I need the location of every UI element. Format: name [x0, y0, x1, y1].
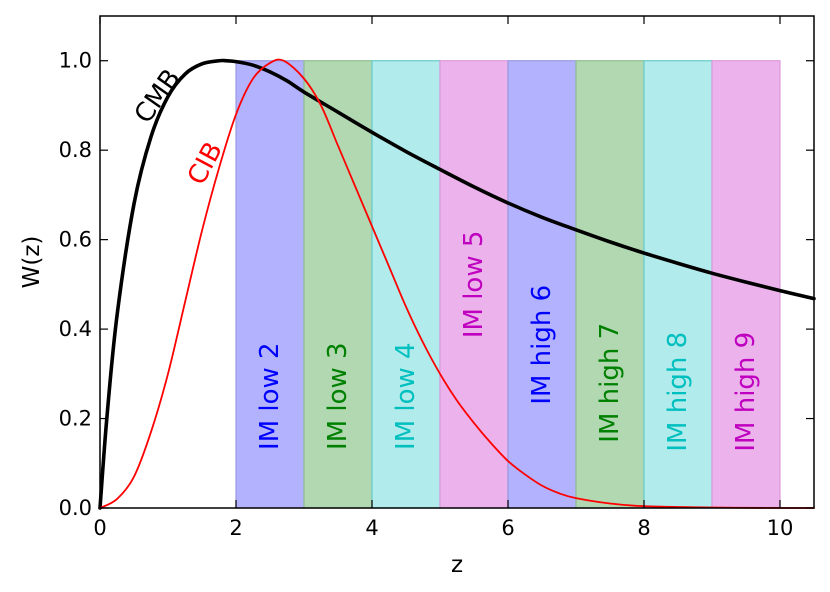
curves-layer [98, 58, 816, 510]
band-labels-layer: IM low 2 IM low 3 IM low 4 IM low 5 IM high … [255, 231, 761, 452]
series-line-cmb [98, 58, 816, 510]
x-tick-label: 2 [229, 516, 242, 540]
band-4 [371, 60, 441, 509]
x-axis-label: z [451, 552, 463, 578]
y-axis-label: W(z) [19, 236, 45, 289]
band-label-3: IM low 3 [323, 342, 353, 450]
x-tick-label: 8 [637, 516, 650, 540]
y-tick-label: 0.8 [59, 138, 92, 162]
band-3 [303, 60, 373, 509]
x-tick-label: 0 [93, 516, 106, 540]
band-2 [235, 60, 305, 509]
x-tick-label: 10 [767, 516, 794, 540]
y-tick-label: 0.6 [59, 228, 92, 252]
band-label-8: IM high 8 [663, 332, 693, 452]
band-6 [507, 60, 577, 509]
band-5 [439, 60, 509, 509]
x-tick-label: 4 [365, 516, 378, 540]
curve-label-cmb: CMB [129, 64, 187, 129]
curve-label-cib: CIB [182, 137, 229, 190]
band-label-5: IM low 5 [459, 231, 489, 339]
band-label-9: IM high 9 [731, 332, 761, 452]
band-label-7: IM high 7 [595, 323, 625, 443]
series-line-cib [99, 58, 815, 509]
ticks-layer: 0 2 4 6 8 10 0.0 0.2 0.4 0.6 0.8 1.0 [59, 16, 814, 540]
band-label-4: IM low 4 [391, 342, 421, 450]
y-tick-label: 0.0 [59, 496, 92, 520]
y-tick-label: 0.2 [59, 407, 92, 431]
curve-labels-layer: CMB CIB [129, 64, 229, 190]
y-tick-label: 1.0 [59, 49, 92, 73]
bands-layer [235, 60, 781, 509]
x-tick-label: 6 [501, 516, 514, 540]
band-7 [575, 60, 645, 509]
plot-frame [99, 15, 815, 509]
band-label-2: IM low 2 [255, 342, 285, 450]
band-label-6: IM high 6 [527, 285, 557, 405]
band-8 [643, 60, 713, 509]
y-tick-label: 0.4 [59, 317, 92, 341]
